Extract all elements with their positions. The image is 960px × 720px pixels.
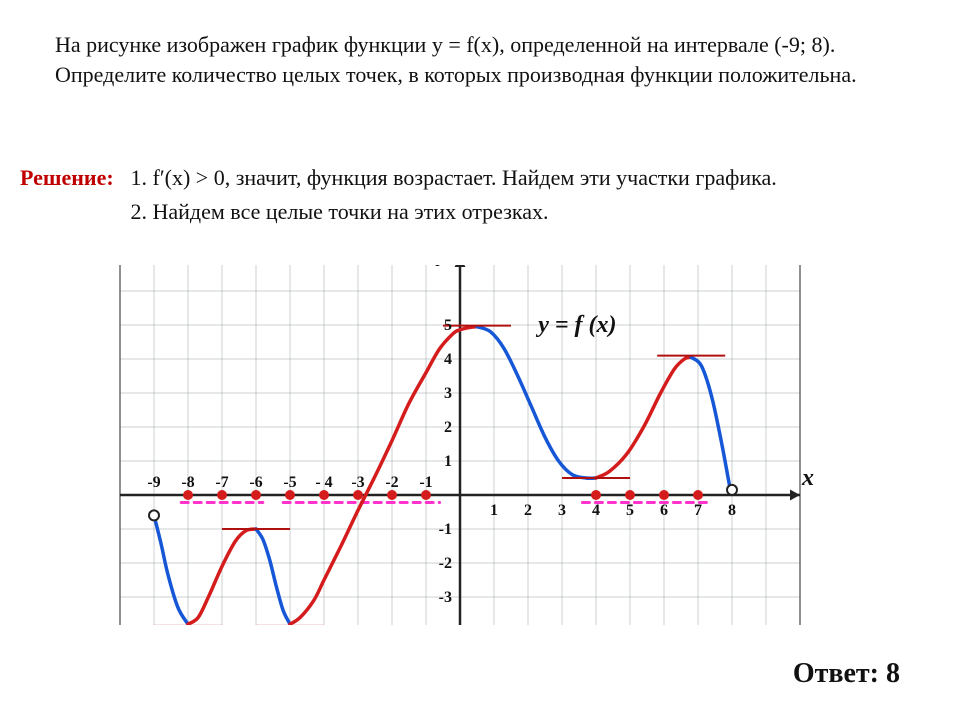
- svg-text:4: 4: [592, 502, 600, 519]
- answer-text: Ответ: 8: [793, 658, 900, 689]
- answer: Ответ: 8: [793, 658, 900, 690]
- solution-step-1: 1. f′(x) > 0, значит, функция возрастает…: [131, 165, 931, 191]
- svg-text:x: x: [801, 465, 814, 491]
- svg-text:3: 3: [444, 385, 452, 402]
- svg-text:- 4: - 4: [315, 474, 332, 491]
- svg-text:-8: -8: [181, 474, 194, 491]
- svg-text:5: 5: [444, 317, 452, 334]
- svg-text:1: 1: [490, 502, 498, 519]
- svg-text:-3: -3: [351, 474, 364, 491]
- svg-text:7: 7: [694, 502, 702, 519]
- svg-text:-2: -2: [439, 555, 452, 572]
- svg-text:3: 3: [558, 502, 566, 519]
- svg-text:-2: -2: [385, 474, 398, 491]
- svg-text:-9: -9: [147, 474, 160, 491]
- svg-text:-7: -7: [215, 474, 228, 491]
- problem-text: На рисунке изображен график функции y = …: [55, 32, 857, 87]
- svg-text:6: 6: [660, 502, 668, 519]
- svg-text:-6: -6: [249, 474, 262, 491]
- solution-step-2: 2. Найдем все целые точки на этих отрезк…: [131, 199, 931, 225]
- svg-text:8: 8: [728, 502, 736, 519]
- svg-text:y: y: [435, 265, 449, 267]
- svg-text:y = f (x): y = f (x): [535, 312, 616, 338]
- svg-text:-3: -3: [439, 589, 452, 606]
- solution-steps: 1. f′(x) > 0, значит, функция возрастает…: [131, 165, 931, 233]
- svg-text:-4: -4: [439, 623, 452, 625]
- svg-text:-1: -1: [439, 521, 452, 538]
- solution-block: Решение: 1. f′(x) > 0, значит, функция в…: [20, 165, 940, 233]
- svg-text:2: 2: [524, 502, 532, 519]
- solution-label: Решение:: [20, 165, 125, 191]
- function-chart: -9 -8 -7 -6 -5 - 4 -3 -2 -1 1 2 3 4 5 6 7 8 -4 -3 -2 -1 1 2 3 4 5…: [60, 265, 860, 625]
- svg-text:1: 1: [444, 453, 452, 470]
- svg-text:4: 4: [444, 351, 452, 368]
- svg-text:5: 5: [626, 502, 634, 519]
- svg-text:2: 2: [444, 419, 452, 436]
- problem-statement: На рисунке изображен график функции y = …: [55, 30, 885, 89]
- svg-text:-5: -5: [283, 474, 296, 491]
- svg-text:-1: -1: [419, 474, 432, 491]
